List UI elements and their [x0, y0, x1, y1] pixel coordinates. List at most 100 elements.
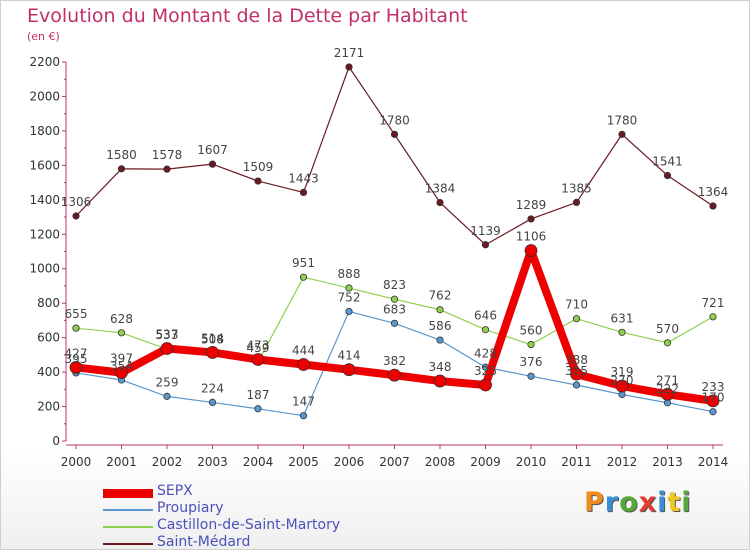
- legend-swatch: [103, 488, 153, 498]
- data-point-sepx: [115, 366, 128, 380]
- y-tick-label: 200: [37, 400, 60, 414]
- data-label-proupiary: 147: [292, 395, 315, 409]
- data-point-castillon-de-saint-martory: [572, 315, 581, 323]
- data-point-proupiary: [345, 307, 353, 316]
- data-label-castillon-de-saint-martory: 508: [201, 332, 224, 346]
- data-point-castillon-de-saint-martory: [436, 306, 444, 314]
- data-label-proupiary: 222: [656, 382, 679, 396]
- x-tick-label: 2001: [106, 455, 137, 469]
- x-tick-label: 2011: [561, 455, 592, 469]
- data-point-sepx: [615, 379, 629, 393]
- data-label-saint-medard: 1509: [243, 160, 274, 174]
- y-tick-label: 0: [52, 434, 60, 448]
- data-point-proupiary: [254, 405, 262, 413]
- data-point-sepx: [706, 394, 720, 408]
- data-label-castillon-de-saint-martory: 570: [656, 322, 679, 336]
- y-tick-label: 1200: [29, 227, 60, 241]
- data-label-castillon-de-saint-martory: 721: [702, 296, 725, 310]
- data-label-saint-medard: 1443: [288, 171, 319, 185]
- data-label-castillon-de-saint-martory: 762: [429, 289, 452, 303]
- data-label-proupiary: 224: [201, 381, 224, 395]
- data-point-sepx: [661, 387, 674, 401]
- data-point-sepx: [160, 342, 174, 355]
- data-label-sepx: 271: [656, 373, 679, 387]
- data-point-saint-medard: [527, 215, 535, 223]
- data-label-proupiary: 683: [383, 302, 406, 316]
- data-label-proupiary: 354: [110, 359, 133, 373]
- legend-label: SEPX: [157, 483, 193, 499]
- x-tick-label: 2003: [197, 455, 228, 469]
- legend-swatch: [103, 508, 153, 512]
- data-label-castillon-de-saint-martory: 655: [65, 307, 88, 321]
- data-labels: 1306 1580 1578 1607 1509 1443 2171 1780 1384 1139…: [61, 46, 729, 409]
- data-label-saint-medard: 1384: [425, 182, 456, 196]
- y-tick-label: 1600: [29, 158, 60, 172]
- data-label-proupiary: 586: [429, 319, 452, 333]
- data-point-castillon-de-saint-martory: [299, 273, 308, 281]
- data-label-sepx: 319: [611, 365, 634, 379]
- data-label-castillon-de-saint-martory: 823: [383, 278, 406, 292]
- data-point-castillon-de-saint-martory: [345, 284, 353, 292]
- data-label-sepx: 444: [292, 344, 315, 358]
- data-label-proupiary: 376: [520, 355, 543, 369]
- x-tick-label: 2004: [243, 455, 274, 469]
- data-point-saint-medard: [572, 198, 581, 207]
- y-tick-label: 400: [37, 365, 60, 379]
- chart-subtitle: (en €): [27, 30, 60, 43]
- data-label-proupiary: 187: [247, 388, 270, 402]
- legend-label: Castillon-de-Saint-Martory: [157, 517, 341, 533]
- data-label-castillon-de-saint-martory: 628: [110, 312, 133, 326]
- data-point-saint-medard: [208, 160, 217, 168]
- data-label-sepx: 414: [338, 349, 361, 363]
- data-point-proupiary: [436, 336, 444, 344]
- x-tick-label: 2009: [470, 455, 501, 469]
- data-label-saint-medard: 1578: [152, 148, 183, 162]
- data-label-proupiary: 259: [156, 375, 179, 389]
- data-point-saint-medard: [345, 63, 353, 71]
- data-label-saint-medard: 1607: [197, 143, 228, 157]
- data-label-castillon-de-saint-martory: 951: [292, 256, 315, 270]
- legend-label: Saint-Médard: [157, 534, 251, 550]
- chart-title: Evolution du Montant de la Dette par Hab…: [27, 5, 468, 27]
- data-label-proupiary: 325: [565, 364, 588, 378]
- data-point-castillon-de-saint-martory: [709, 313, 717, 321]
- data-point-proupiary: [709, 408, 717, 416]
- data-point-sepx: [251, 353, 265, 366]
- data-point-saint-medard: [299, 188, 308, 197]
- data-point-castillon-de-saint-martory: [481, 326, 490, 334]
- data-label-sepx: 348: [429, 360, 452, 374]
- data-point-saint-medard: [390, 130, 399, 138]
- data-point-castillon-de-saint-martory: [527, 340, 535, 349]
- data-label-proupiary: 270: [611, 373, 634, 387]
- data-point-sepx: [433, 374, 447, 388]
- data-point-castillon-de-saint-martory: [390, 295, 399, 303]
- x-tick-label: 2000: [61, 455, 92, 469]
- x-tick-label: 2014: [698, 455, 729, 469]
- data-point-sepx: [388, 368, 401, 382]
- legend-swatch: [103, 542, 153, 546]
- series-layer: [69, 63, 720, 420]
- data-point-proupiary: [572, 381, 581, 389]
- data-label-sepx: 514: [201, 331, 224, 345]
- data-label-saint-medard: 1541: [652, 155, 683, 169]
- data-point-castillon-de-saint-martory: [117, 329, 126, 337]
- data-label-saint-medard: 1780: [607, 113, 638, 127]
- data-label-castillon-de-saint-martory: 710: [565, 298, 588, 312]
- data-point-sepx: [524, 244, 538, 257]
- data-label-sepx: 325: [474, 364, 497, 378]
- data-point-saint-medard: [663, 171, 672, 180]
- data-point-sepx: [479, 378, 492, 392]
- x-tick-label: 2007: [379, 455, 410, 469]
- data-point-saint-medard: [72, 212, 80, 220]
- data-label-castillon-de-saint-martory: 646: [474, 309, 497, 323]
- data-label-castillon-de-saint-martory: 560: [520, 324, 543, 338]
- data-point-proupiary: [299, 412, 308, 420]
- data-label-saint-medard: 2171: [334, 46, 365, 60]
- x-tick-label: 2008: [425, 455, 456, 469]
- y-tick-label: 600: [37, 331, 60, 345]
- data-label-proupiary: 170: [702, 391, 725, 405]
- y-tick-label: 1800: [29, 124, 60, 138]
- data-point-sepx: [206, 346, 219, 359]
- proxiti-logo: Proxiti: [584, 487, 692, 518]
